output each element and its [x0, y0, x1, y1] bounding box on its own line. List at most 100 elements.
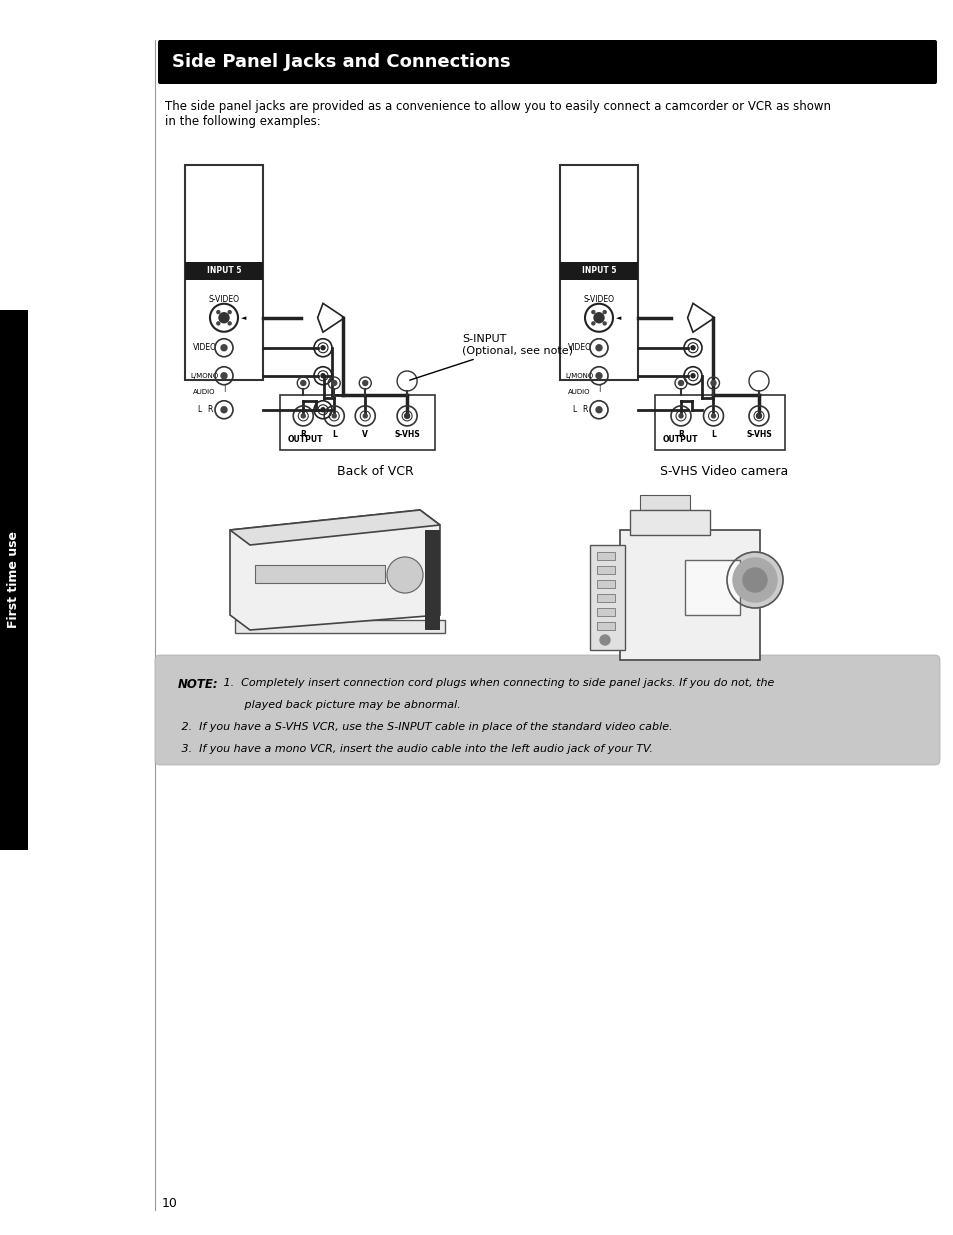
Bar [424, 530, 439, 630]
Circle shape [332, 380, 336, 385]
Bar [597, 552, 615, 559]
Bar [684, 559, 740, 615]
Circle shape [690, 374, 695, 378]
Text: NOTE:: NOTE: [178, 678, 218, 692]
Circle shape [221, 373, 227, 379]
Bar [589, 545, 624, 650]
Text: S-VIDEO: S-VIDEO [209, 295, 239, 304]
Text: L: L [710, 430, 715, 440]
Bar [629, 510, 709, 535]
Bar [597, 566, 615, 574]
Polygon shape [230, 510, 439, 545]
Circle shape [320, 374, 325, 378]
Circle shape [320, 408, 325, 411]
Circle shape [711, 414, 715, 417]
Circle shape [216, 310, 219, 314]
Circle shape [221, 406, 227, 412]
Text: The side panel jacks are provided as a convenience to allow you to easily connec: The side panel jacks are provided as a c… [165, 100, 830, 128]
Bar [185, 165, 263, 380]
FancyBboxPatch shape [158, 40, 936, 84]
Circle shape [228, 322, 231, 325]
Text: S-VHS: S-VHS [745, 430, 771, 440]
Text: 2.  If you have a S-VHS VCR, use the S-INPUT cable in place of the standard vide: 2. If you have a S-VHS VCR, use the S-IN… [178, 722, 672, 732]
Bar [559, 165, 638, 380]
Bar [597, 594, 615, 601]
Circle shape [221, 345, 227, 351]
Bar [639, 495, 689, 510]
Text: AUDIO: AUDIO [193, 389, 215, 395]
Text: L: L [196, 405, 201, 414]
Circle shape [300, 380, 305, 385]
Text: L: L [332, 430, 336, 440]
Text: S-VIDEO: S-VIDEO [583, 295, 614, 304]
Text: ◄: ◄ [616, 315, 620, 321]
Circle shape [301, 414, 305, 417]
Text: R: R [581, 405, 587, 414]
Circle shape [363, 414, 367, 417]
Circle shape [602, 310, 605, 314]
Circle shape [228, 310, 231, 314]
Text: ◄: ◄ [241, 315, 246, 321]
Text: R: R [300, 430, 306, 440]
FancyBboxPatch shape [154, 655, 939, 764]
Circle shape [219, 312, 229, 322]
Bar [280, 395, 435, 450]
Text: 1.  Completely insert connection cord plugs when connecting to side panel jacks.: 1. Completely insert connection cord plu… [220, 678, 774, 688]
Text: INPUT 5: INPUT 5 [581, 267, 616, 275]
Bar [597, 608, 615, 616]
Circle shape [602, 322, 605, 325]
Circle shape [756, 414, 760, 419]
Circle shape [726, 552, 782, 608]
Bar [559, 262, 638, 280]
Text: INPUT 5: INPUT 5 [207, 267, 241, 275]
Text: |: | [223, 385, 225, 391]
Bar [185, 262, 263, 280]
Circle shape [679, 414, 682, 417]
Bar [0, 310, 28, 850]
Text: |: | [598, 385, 599, 391]
Text: OUTPUT: OUTPUT [662, 435, 698, 445]
Text: S-VHS: S-VHS [394, 430, 419, 440]
Text: 10: 10 [162, 1197, 177, 1210]
Polygon shape [234, 620, 444, 634]
Circle shape [599, 635, 609, 645]
Text: played back picture may be abnormal.: played back picture may be abnormal. [220, 700, 460, 710]
Text: L/MONO: L/MONO [190, 373, 218, 379]
Text: AUDIO: AUDIO [567, 389, 590, 395]
Text: Back of VCR: Back of VCR [337, 466, 414, 478]
Bar [597, 580, 615, 588]
Circle shape [594, 312, 603, 322]
Circle shape [596, 345, 601, 351]
Polygon shape [230, 510, 439, 630]
Circle shape [404, 414, 409, 419]
Text: V: V [362, 430, 368, 440]
Circle shape [710, 380, 716, 385]
Circle shape [678, 380, 682, 385]
Bar [655, 395, 784, 450]
Text: R: R [678, 430, 683, 440]
Circle shape [332, 414, 335, 417]
Text: S-VHS Video camera: S-VHS Video camera [659, 466, 787, 478]
Text: VIDEO: VIDEO [567, 343, 592, 352]
Text: Side Panel Jacks and Connections: Side Panel Jacks and Connections [172, 53, 510, 70]
Circle shape [216, 322, 219, 325]
Circle shape [591, 322, 595, 325]
Circle shape [742, 568, 766, 592]
Text: OUTPUT: OUTPUT [288, 435, 323, 445]
Circle shape [732, 558, 776, 601]
Circle shape [690, 346, 695, 350]
Text: VIDEO: VIDEO [193, 343, 216, 352]
Text: L: L [572, 405, 576, 414]
Text: L/MONO: L/MONO [564, 373, 593, 379]
Bar [254, 564, 385, 583]
Text: R: R [207, 405, 213, 414]
Text: 3.  If you have a mono VCR, insert the audio cable into the left audio jack of y: 3. If you have a mono VCR, insert the au… [178, 743, 652, 755]
Circle shape [320, 346, 325, 350]
Circle shape [596, 373, 601, 379]
Bar [619, 530, 760, 659]
Bar [597, 622, 615, 630]
Circle shape [362, 380, 367, 385]
Text: S-INPUT
(Optional, see note): S-INPUT (Optional, see note) [409, 335, 573, 380]
Text: First time use: First time use [8, 531, 20, 629]
Circle shape [387, 557, 422, 593]
